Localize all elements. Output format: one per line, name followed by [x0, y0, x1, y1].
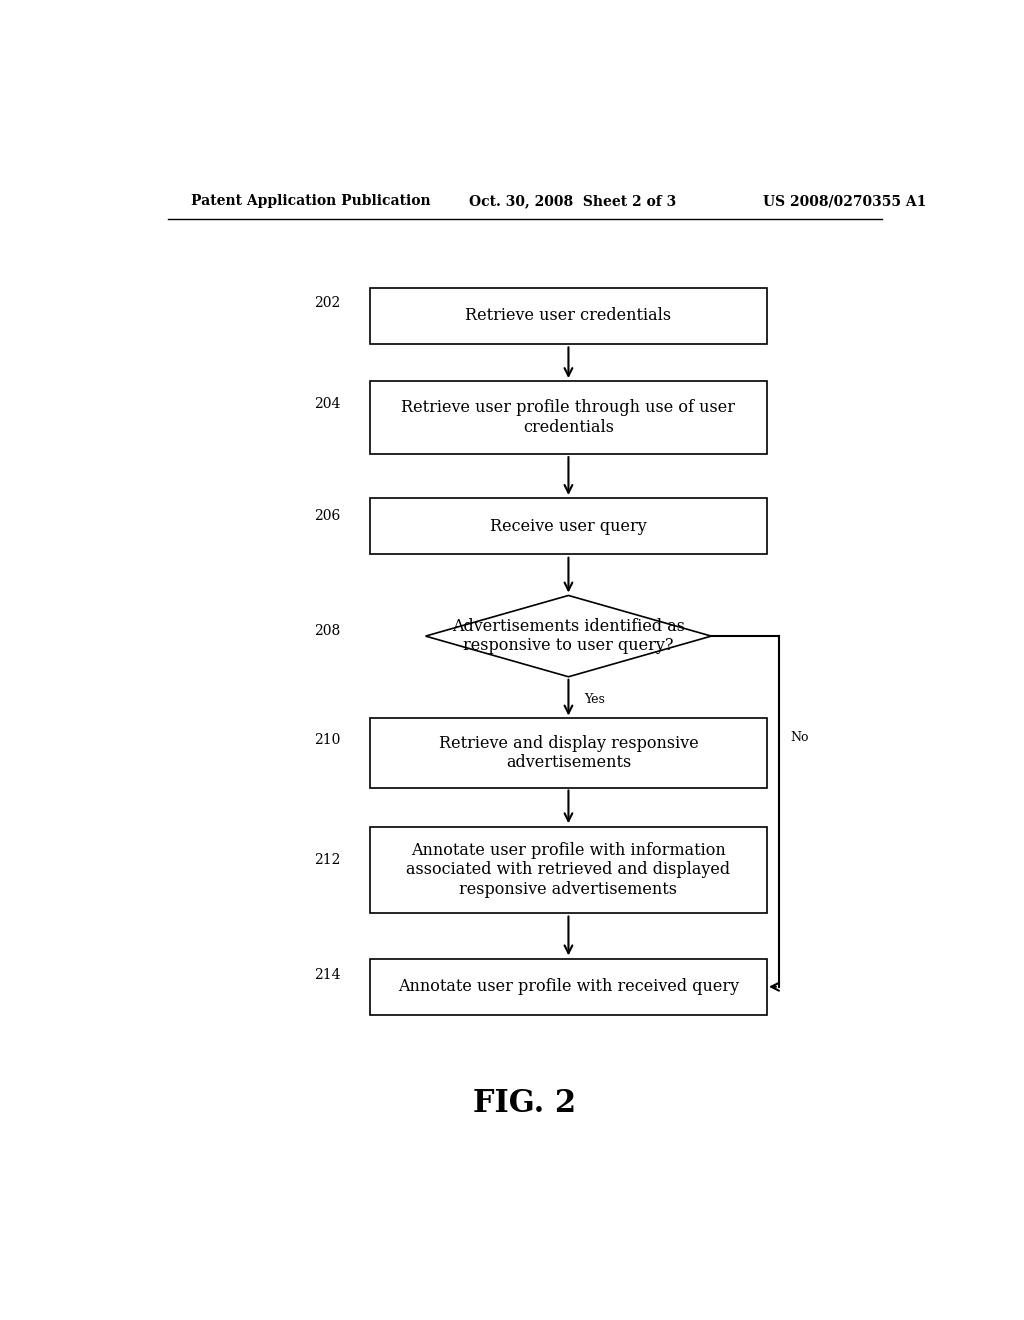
Text: FIG. 2: FIG. 2: [473, 1088, 577, 1119]
Text: Retrieve user profile through use of user
credentials: Retrieve user profile through use of use…: [401, 399, 735, 436]
Text: Receive user query: Receive user query: [490, 517, 647, 535]
Polygon shape: [426, 595, 712, 677]
Text: Retrieve and display responsive
advertisements: Retrieve and display responsive advertis…: [438, 735, 698, 771]
Text: Retrieve user credentials: Retrieve user credentials: [465, 308, 672, 325]
Text: 214: 214: [314, 968, 341, 982]
Text: Oct. 30, 2008  Sheet 2 of 3: Oct. 30, 2008 Sheet 2 of 3: [469, 194, 677, 209]
Text: US 2008/0270355 A1: US 2008/0270355 A1: [763, 194, 927, 209]
Text: 206: 206: [314, 510, 341, 523]
Text: 202: 202: [314, 296, 341, 310]
Bar: [370, 381, 767, 454]
Text: Annotate user profile with information
associated with retrieved and displayed
r: Annotate user profile with information a…: [407, 842, 730, 898]
Text: Annotate user profile with received query: Annotate user profile with received quer…: [398, 978, 739, 995]
Bar: [370, 288, 767, 345]
Bar: [370, 718, 767, 788]
Text: Advertisements identified as
responsive to user query?: Advertisements identified as responsive …: [452, 618, 685, 655]
Text: No: No: [791, 731, 809, 744]
Bar: [370, 826, 767, 913]
Text: Patent Application Publication: Patent Application Publication: [191, 194, 431, 209]
Text: 204: 204: [314, 397, 341, 412]
Text: 208: 208: [314, 624, 341, 638]
Text: Yes: Yes: [585, 693, 605, 706]
Bar: [370, 958, 767, 1015]
Text: 210: 210: [314, 733, 341, 747]
Bar: [370, 499, 767, 554]
Text: 212: 212: [314, 853, 341, 867]
